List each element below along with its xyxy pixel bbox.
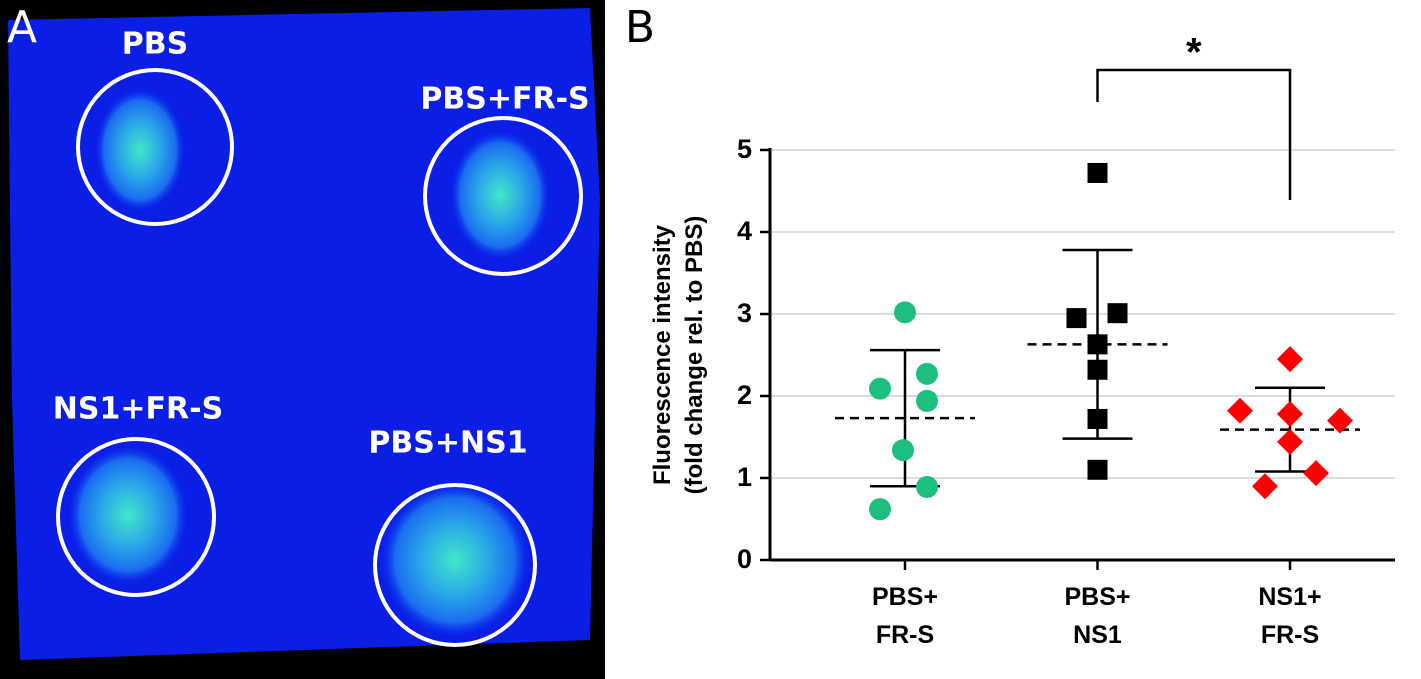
point [894, 301, 916, 324]
spot-label: PBS+FR-S [420, 82, 589, 117]
roi-circle [56, 437, 216, 597]
panel-label: A [7, 2, 37, 53]
spot [380, 482, 530, 638]
point [1087, 408, 1108, 429]
point [1087, 459, 1108, 480]
point [916, 362, 938, 385]
y-axis-label: Fluorescence intensity (fold change rel. … [649, 216, 708, 495]
point [1303, 460, 1329, 487]
point [1107, 303, 1128, 324]
point [1227, 397, 1253, 424]
x-tick-label: PBS+ FR-S [872, 583, 938, 649]
point [1327, 407, 1353, 434]
y-tick-label: 4 [737, 216, 752, 246]
x-tick-label: PBS+ NS1 [1064, 583, 1130, 649]
x-tick-label-line: PBS+ [1064, 583, 1130, 611]
x-tick-label-line: NS1 [1073, 621, 1122, 649]
roi-circle [373, 483, 537, 647]
y-tick-label: 3 [737, 298, 752, 328]
point [869, 377, 891, 400]
point [916, 476, 938, 499]
point [1087, 162, 1108, 183]
point [892, 439, 914, 462]
plot: 0 1 2 3 4 5 Fluorescence intensity (fold change… [649, 31, 1395, 649]
roi-circle [423, 116, 583, 276]
point [1277, 401, 1303, 428]
point [1066, 308, 1087, 329]
x-tick-label: NS1+ FR-S [1258, 583, 1321, 649]
significance-label: * [1186, 31, 1202, 75]
spot [450, 130, 550, 260]
roi-circle [76, 68, 234, 226]
point [1087, 334, 1108, 355]
point [1277, 346, 1303, 373]
point [1252, 473, 1278, 500]
spot-label: PBS [122, 27, 188, 62]
x-tick-label-line: FR-S [1261, 621, 1319, 649]
panel-label: B [625, 2, 655, 53]
y-axis-label-line: Fluorescence intensity [649, 224, 676, 485]
spot [68, 445, 188, 585]
significance-bracket [1096, 68, 1292, 200]
image-panel: PBS PBS+FR-S NS1+FR-S PBS+NS1 A [0, 0, 605, 679]
spot-label: PBS+NS1 [368, 426, 527, 461]
x-tick-label-line: NS1+ [1258, 583, 1321, 611]
y-tick-label: 0 [737, 544, 752, 574]
y-tick-label: 5 [737, 134, 752, 164]
point [1087, 359, 1108, 380]
point [916, 389, 938, 412]
point [869, 498, 891, 521]
spot [95, 88, 185, 212]
x-tick-label-line: FR-S [876, 621, 934, 649]
y-axis-label-line: (fold change rel. to PBS) [681, 216, 708, 495]
y-tick-label: 2 [737, 380, 752, 410]
x-tick-label-line: PBS+ [872, 583, 938, 611]
point [1277, 428, 1303, 455]
y-tick-label: 1 [737, 462, 752, 492]
spot-label: NS1+FR-S [53, 392, 223, 427]
